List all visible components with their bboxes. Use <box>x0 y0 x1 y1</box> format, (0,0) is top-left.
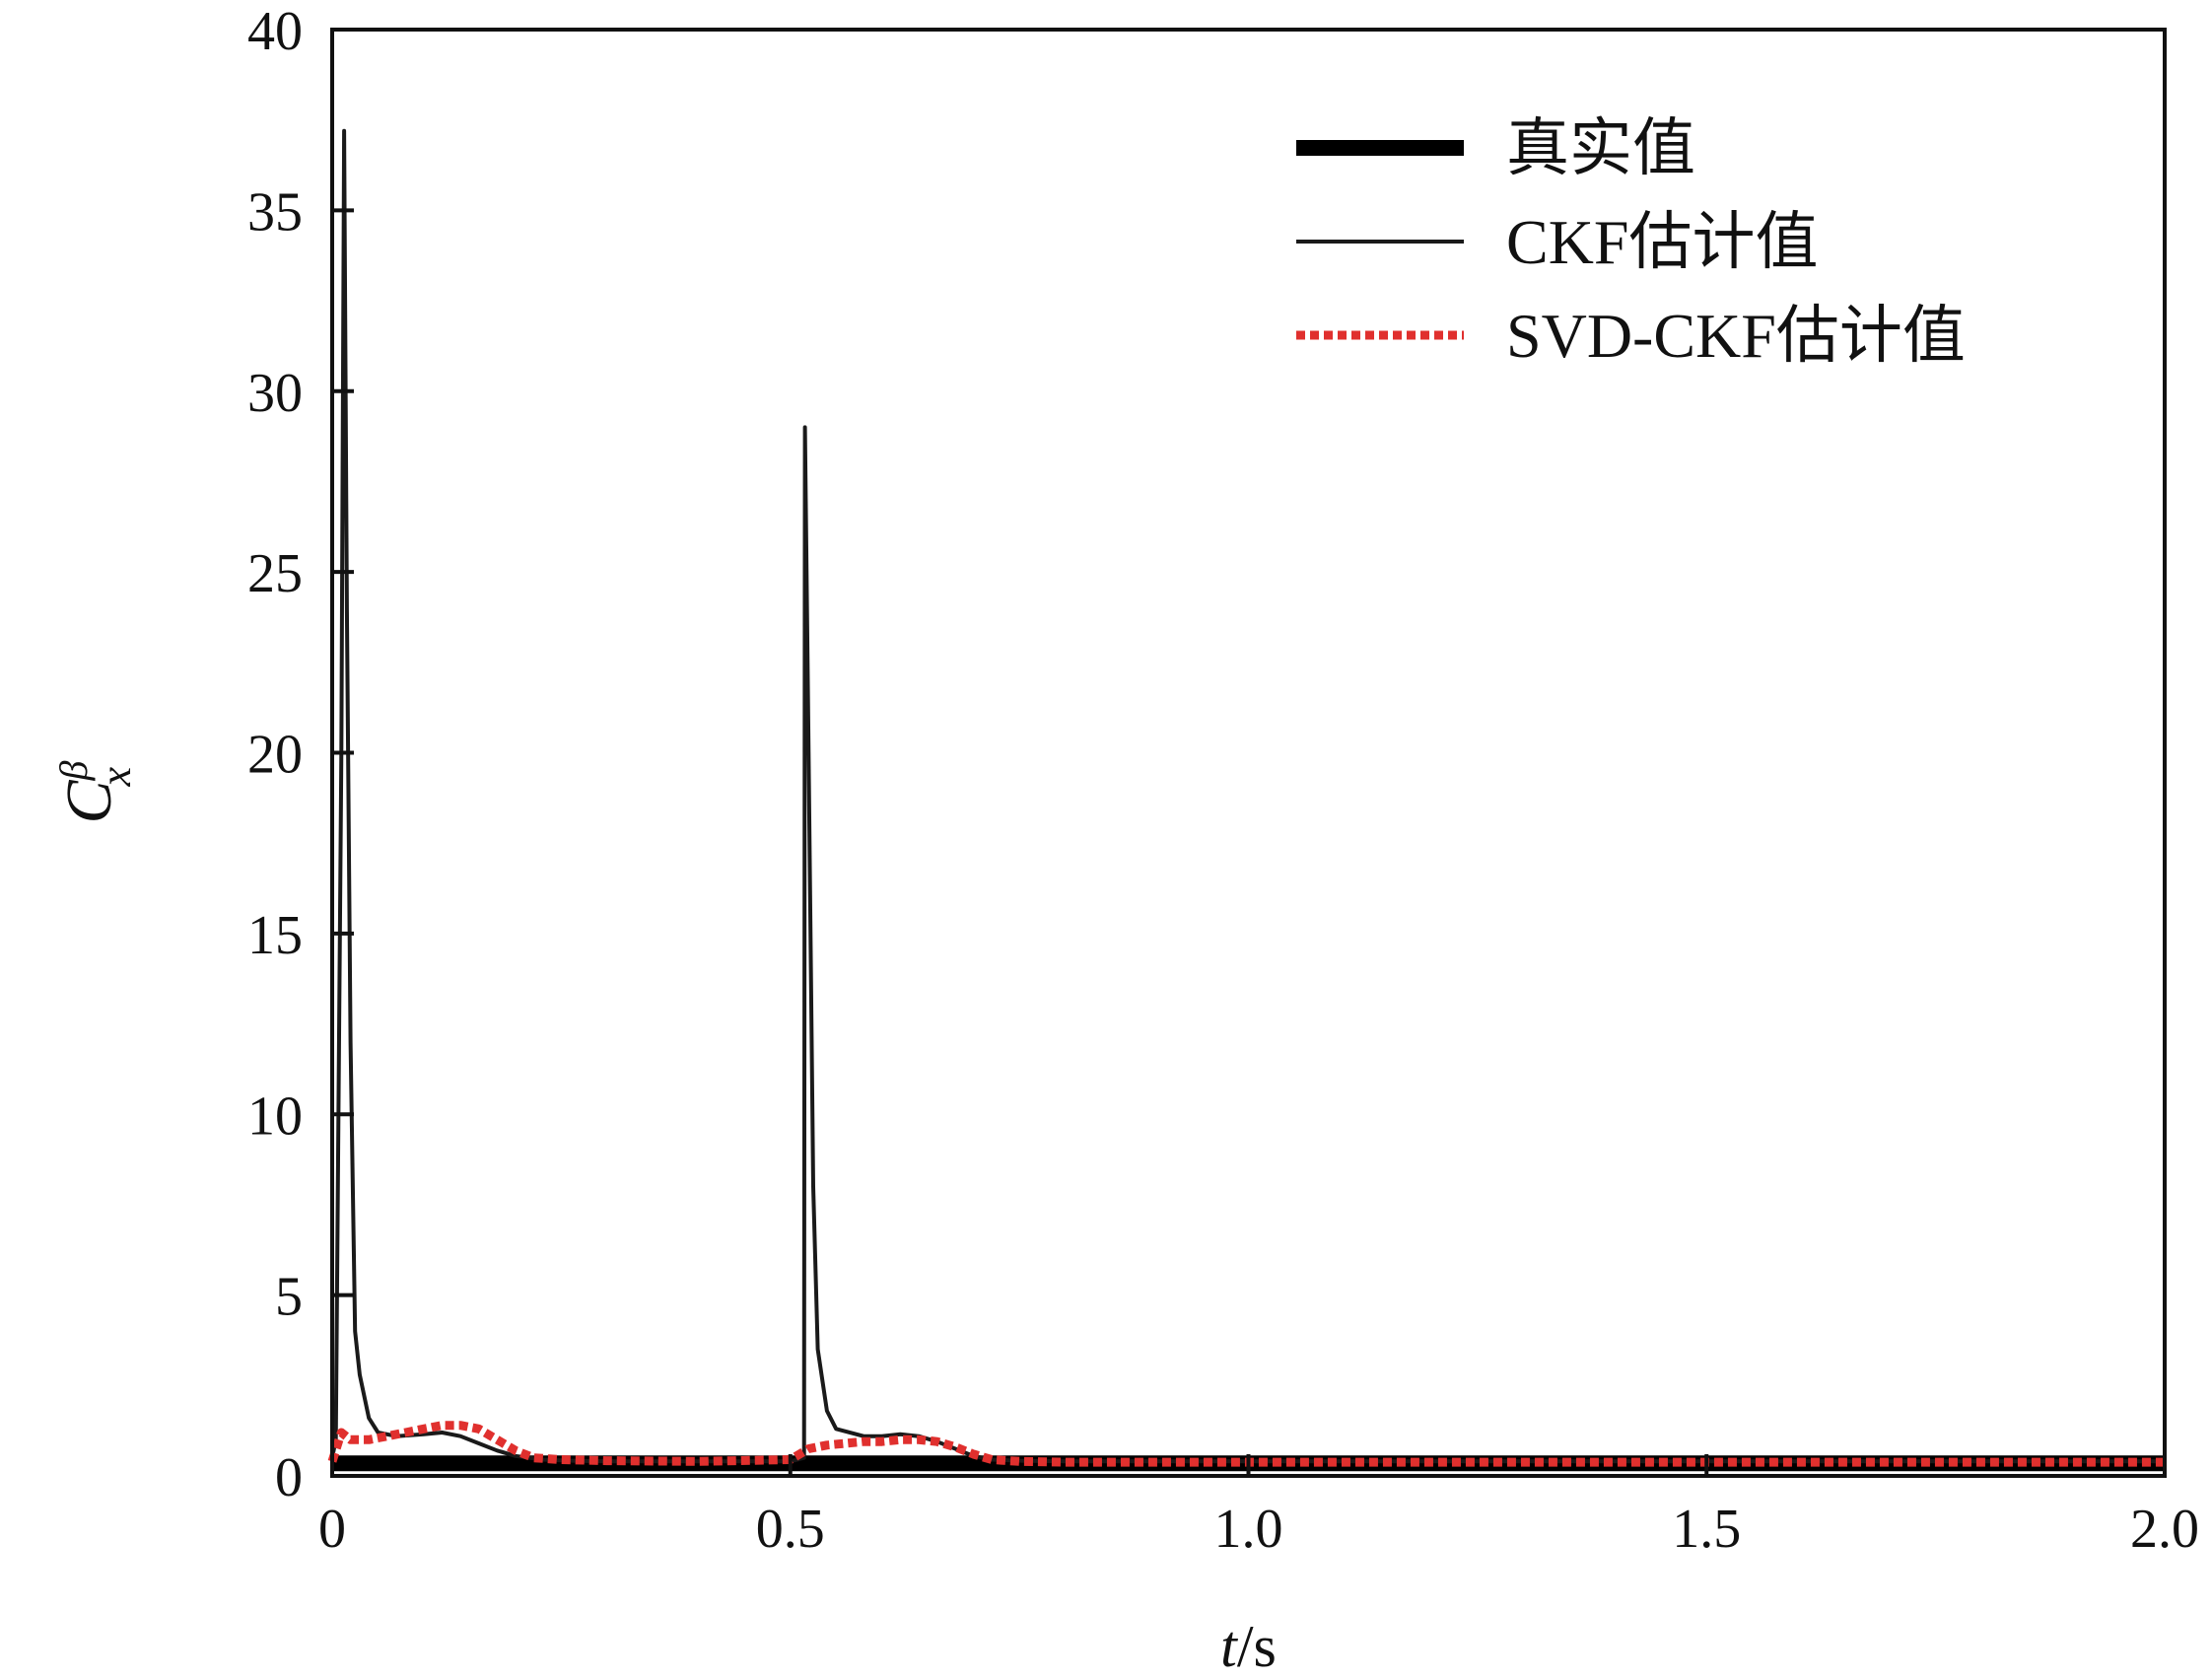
x-axis-title: t/s <box>1220 1614 1277 1679</box>
legend-label-1: CKF估计值 <box>1506 207 1819 277</box>
plot-frame <box>330 28 2167 1478</box>
svg-text:Cβx: Cβx <box>51 760 140 823</box>
y-axis: 0 5 10 15 20 25 30 35 40 <box>247 1 354 1508</box>
y-tick-label: 20 <box>247 725 303 786</box>
x-axis-unit: /s <box>1237 1614 1277 1679</box>
y-tick-label: 30 <box>247 363 303 424</box>
x-tick-label: 2.0 <box>2130 1499 2199 1560</box>
legend-label-0: 真实值 <box>1506 113 1695 183</box>
y-axis-sub: x <box>92 767 140 788</box>
x-tick-label: 1.5 <box>1672 1499 1741 1560</box>
x-axis-var: t <box>1220 1614 1238 1679</box>
legend: 真实值 CKF估计值 SVD-CKF估计值 <box>1296 113 1966 371</box>
y-tick-label: 10 <box>247 1085 303 1147</box>
y-axis-base: C <box>53 779 125 823</box>
y-tick-label: 5 <box>275 1267 303 1328</box>
y-tick-label: 15 <box>247 905 303 966</box>
legend-label-2: SVD-CKF估计值 <box>1506 301 1966 371</box>
y-tick-label: 0 <box>275 1447 303 1508</box>
y-tick-label: 40 <box>247 1 303 62</box>
x-tick-label: 1.0 <box>1214 1499 1283 1560</box>
y-tick-label: 35 <box>247 181 303 243</box>
y-tick-label: 25 <box>247 543 303 604</box>
y-axis-sup: β <box>51 760 96 781</box>
y-axis-title: Cβx <box>51 760 140 823</box>
x-axis: 0 0.5 1.0 1.5 2.0 <box>318 1454 2199 1560</box>
x-tick-label: 0 <box>318 1499 346 1560</box>
x-tick-label: 0.5 <box>756 1499 825 1560</box>
